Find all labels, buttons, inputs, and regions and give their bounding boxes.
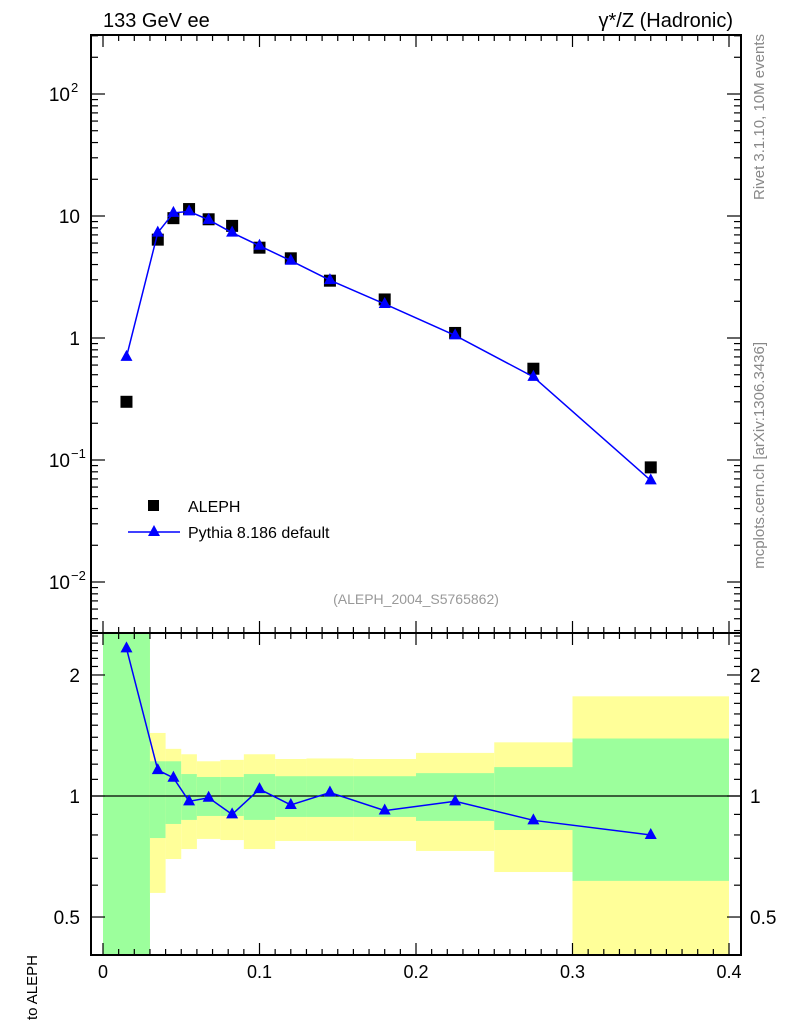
ratio-ylabel: Ratio to ALEPH	[24, 955, 41, 1024]
y-tick-label: 1	[69, 329, 80, 350]
main-panel-frame	[90, 34, 742, 634]
y-tick-label: 10	[49, 85, 70, 106]
aleph-point	[644, 461, 657, 474]
axis-ticks	[91, 35, 741, 955]
side-label-mcplots: mcplots.cern.ch [arXiv:1306.3436]	[751, 342, 768, 569]
pythia-point	[120, 349, 133, 361]
ratio-y-tick-label-right: 1	[750, 787, 761, 808]
ratio-band-stat	[149, 761, 166, 839]
y-tick-label: 10	[49, 573, 70, 594]
ratio-point	[183, 794, 196, 806]
legend-label-pythia: Pythia 8.186 default	[188, 525, 330, 542]
aleph-point	[527, 362, 540, 375]
ratio-point	[226, 807, 239, 819]
x-tick-label: 0.4	[716, 962, 741, 982]
pythia-point	[323, 273, 336, 285]
ratio-point	[253, 782, 266, 794]
y-tick-exponent: −2	[71, 568, 86, 583]
ratio-y-tick-label-left: 0.5	[54, 908, 80, 929]
x-tick-label: 0.3	[560, 962, 585, 982]
legend: ALEPH Pythia 8.186 default	[128, 499, 330, 542]
ratio-band-stat	[165, 761, 182, 824]
pythia-point	[378, 296, 391, 308]
ratio-y-tick-label-right: 2	[750, 666, 761, 687]
y-tick-exponent: 2	[71, 80, 78, 95]
x-tick-label: 0.1	[247, 962, 272, 982]
ratio-point	[449, 794, 462, 806]
pythia-point	[226, 225, 239, 237]
y-tick-label: 10	[49, 451, 70, 472]
pythia-point	[253, 238, 266, 250]
pythia-point	[167, 205, 180, 217]
ratio-y-tick-label-left: 1	[69, 787, 80, 808]
pythia-point	[183, 204, 196, 216]
pythia-line	[125, 210, 652, 481]
data-series	[120, 203, 657, 839]
ratio-point	[527, 813, 540, 825]
ratio-y-tick-label-left: 2	[69, 666, 80, 687]
ratio-point	[323, 785, 336, 797]
legend-label-aleph: ALEPH	[188, 499, 240, 516]
y-tick-label: 10	[59, 207, 80, 228]
pythia-point	[151, 225, 164, 237]
pythia-point	[202, 212, 215, 224]
pythia-point	[449, 328, 462, 340]
legend-marker-pythia	[148, 525, 160, 536]
aleph-point	[120, 395, 133, 408]
ratio-band-stat	[572, 738, 729, 881]
ratio-point	[151, 763, 164, 775]
x-tick-label: 0.2	[403, 962, 428, 982]
ratio-point	[378, 803, 391, 815]
ratio-point	[202, 790, 215, 802]
legend-marker-aleph	[148, 500, 159, 511]
x-tick-label: 0	[98, 962, 108, 982]
title-right: γ*/Z (Hadronic)	[599, 10, 733, 32]
ratio-point	[167, 770, 180, 782]
ratio-band-stat	[243, 774, 276, 820]
ratio-bands	[103, 633, 729, 955]
analysis-label: (ALEPH_2004_S5765862)	[333, 591, 499, 607]
pythia-point	[284, 253, 297, 265]
side-label-rivet: Rivet 3.1.10, 10M events	[751, 34, 768, 200]
ratio-band-stat	[103, 633, 150, 955]
ratio-y-tick-label-right: 0.5	[750, 908, 776, 929]
y-tick-exponent: −1	[71, 446, 86, 461]
ratio-point	[120, 641, 133, 653]
title-left: 133 GeV ee	[103, 10, 210, 32]
pythia-point	[527, 369, 540, 381]
ratio-point	[644, 827, 657, 839]
ratio-point	[284, 797, 297, 809]
pythia-point	[644, 473, 657, 485]
